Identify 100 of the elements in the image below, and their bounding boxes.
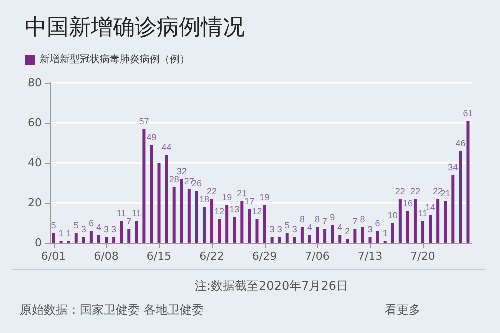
bar [308, 235, 312, 243]
data-label: 14 [426, 202, 436, 212]
data-label: 3 [292, 224, 298, 234]
x-tick-label: 7/13 [358, 250, 383, 263]
data-label: 3 [368, 224, 373, 234]
bar [293, 237, 296, 243]
bar [105, 237, 108, 243]
data-label: 21 [237, 188, 248, 198]
bar [398, 199, 402, 243]
data-label: 28 [169, 174, 180, 184]
data-label: 12 [214, 206, 225, 216]
bar [331, 225, 334, 243]
text: 看更多 [385, 303, 421, 317]
text: 原始数据：国家卫健委 各地卫健委 [20, 303, 204, 317]
data-label: 1 [382, 228, 388, 238]
data-label: 22 [395, 186, 406, 196]
data-label: 3 [104, 224, 110, 234]
bar [361, 227, 364, 243]
data-label: 61 [463, 108, 474, 118]
bar [218, 219, 222, 243]
bar [256, 219, 259, 243]
x-tick-label: 6/08 [94, 250, 119, 263]
bar [180, 179, 184, 243]
data-label: 7 [126, 216, 132, 226]
x-tick-label: 6/29 [252, 250, 278, 263]
data-label: 5 [284, 220, 290, 230]
data-label: 1 [66, 228, 72, 238]
y-tick-label: 60 [28, 116, 42, 130]
bar [459, 151, 462, 243]
data-label: 6 [375, 218, 380, 228]
bar [82, 237, 86, 243]
bar [165, 155, 168, 243]
data-label: 3 [277, 224, 282, 234]
data-label: 11 [116, 208, 126, 218]
bar [354, 229, 357, 243]
data-label: 3 [270, 224, 275, 234]
data-label: 1 [58, 228, 64, 238]
data-label: 4 [338, 222, 343, 232]
bar [278, 237, 282, 243]
data-label: 13 [230, 204, 240, 214]
bar [210, 199, 214, 243]
data-label: 17 [244, 196, 255, 206]
data-label: 11 [418, 208, 428, 218]
bar [248, 209, 252, 243]
y-tick-label: 40 [28, 156, 42, 170]
x-tick-label: 6/15 [146, 250, 172, 263]
data-label: 49 [146, 132, 157, 142]
data-label: 11 [132, 208, 142, 218]
bar [233, 217, 236, 243]
data-label: 57 [139, 116, 150, 126]
data-label: 8 [300, 214, 305, 224]
bar [422, 221, 425, 243]
bar [270, 237, 274, 243]
bar [120, 221, 124, 243]
data-label: 4 [96, 222, 102, 232]
data-label: 44 [162, 142, 172, 152]
data-label: 5 [51, 220, 56, 230]
bar [316, 227, 320, 243]
bar [286, 233, 289, 243]
bar [240, 201, 244, 243]
data-label: 7 [322, 216, 328, 226]
data-label: 2 [345, 226, 350, 236]
bar [436, 199, 440, 243]
bar [452, 175, 455, 243]
y-tick-label: 80 [28, 76, 42, 90]
bar [202, 207, 206, 243]
y-tick-label: 0 [35, 236, 42, 250]
bar [376, 231, 380, 243]
bar [135, 221, 138, 243]
data-label: 3 [112, 224, 117, 234]
legend-label: 新增新型冠状病毒肺炎病例（例） [40, 54, 190, 66]
data-label: 8 [360, 214, 366, 224]
x-tick-label: 6/01 [41, 250, 66, 263]
bar [52, 233, 56, 243]
bar [74, 233, 78, 243]
bar [338, 235, 342, 243]
data-label: 5 [74, 220, 79, 230]
data-label: 32 [176, 166, 187, 176]
bar [406, 211, 410, 243]
bar [324, 229, 327, 243]
data-label: 46 [456, 138, 466, 148]
text: 注:数据截至2020年7月26日 [195, 279, 348, 293]
data-label: 34 [448, 162, 458, 172]
bar [97, 235, 100, 243]
bar [112, 237, 116, 243]
data-label: 22 [207, 186, 218, 196]
data-label: 7 [352, 216, 358, 226]
bar [414, 199, 417, 243]
data-label: 16 [402, 198, 413, 208]
data-label: 12 [252, 206, 262, 216]
bar [391, 223, 394, 243]
bar [226, 205, 229, 243]
data-label: 19 [222, 192, 232, 202]
x-tick-label: 7/20 [410, 250, 436, 263]
data-label: 18 [199, 194, 210, 204]
bar [346, 239, 350, 243]
data-label: 10 [388, 210, 398, 220]
chart-title: 中国新增确诊病例情况 [25, 16, 245, 40]
x-tick-label: 7/06 [305, 250, 330, 263]
data-label: 8 [315, 214, 320, 224]
